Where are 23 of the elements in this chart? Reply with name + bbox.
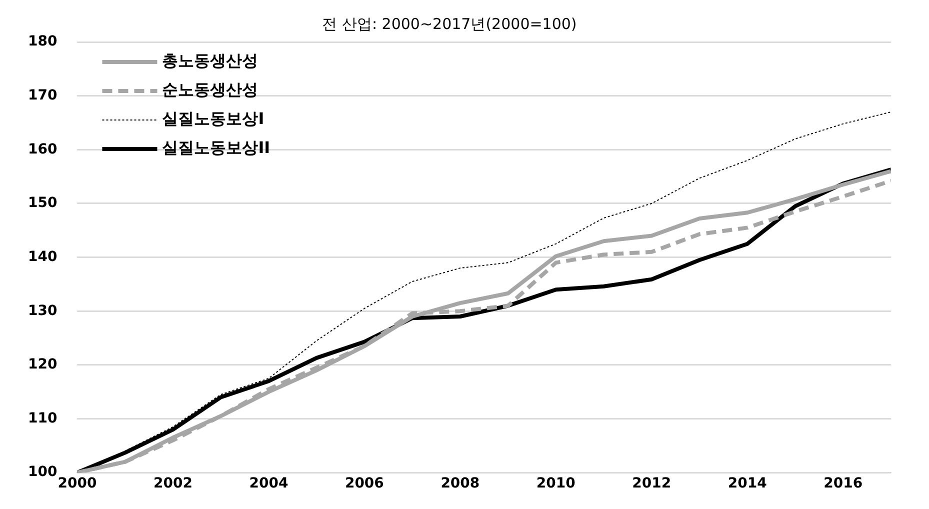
y-tick-label: 130 [28, 302, 58, 319]
y-tick-label: 110 [28, 410, 58, 426]
x-tick-label: 2016 [824, 476, 863, 492]
legend-label: 순노동생산성 [162, 80, 258, 100]
x-tick-label: 2004 [249, 476, 288, 492]
y-tick-label: 170 [28, 87, 58, 104]
y-tick-label: 180 [28, 34, 58, 50]
x-tick-label: 2012 [632, 476, 672, 492]
y-tick-label: 140 [28, 248, 58, 265]
y-tick-label: 120 [28, 356, 58, 373]
x-tick-label: 2014 [728, 476, 768, 492]
y-tick-label: 150 [28, 195, 58, 212]
x-tick-label: 2002 [153, 476, 192, 492]
legend-label: 총노동생산성 [162, 51, 258, 70]
x-tick-label: 2008 [440, 476, 480, 492]
legend-label: 실질노동보상II [162, 138, 270, 158]
x-tick-label: 2000 [58, 476, 97, 492]
y-tick-label: 100 [28, 464, 58, 480]
x-tick-label: 2010 [536, 476, 576, 492]
y-tick-label: 160 [28, 141, 58, 158]
x-tick-label: 2006 [344, 476, 384, 492]
chart-title: 전 산업: 2000~2017년(2000=100) [322, 14, 577, 33]
legend-label: 실질노동보상I [162, 109, 264, 128]
